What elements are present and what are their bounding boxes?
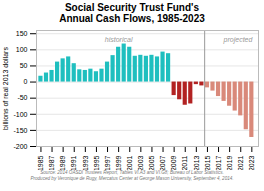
svg-text:projected: projected	[223, 36, 254, 44]
svg-text:1987: 1987	[48, 155, 55, 170]
svg-text:1991: 1991	[70, 155, 77, 170]
svg-text:2001: 2001	[126, 155, 133, 170]
svg-text:2009: 2009	[170, 155, 177, 170]
svg-text:50: 50	[20, 62, 28, 69]
svg-text:2011: 2011	[181, 155, 188, 170]
svg-text:1993: 1993	[82, 155, 89, 170]
svg-text:2003: 2003	[137, 155, 144, 170]
svg-text:historical: historical	[105, 36, 133, 43]
svg-text:2007: 2007	[159, 155, 166, 170]
svg-text:1995: 1995	[93, 155, 100, 170]
svg-text:1997: 1997	[104, 155, 111, 170]
svg-text:2005: 2005	[148, 155, 155, 170]
svg-text:-100: -100	[13, 111, 27, 118]
svg-text:100: 100	[16, 46, 28, 53]
svg-text:0: 0	[24, 78, 28, 85]
svg-text:billions of real 2013 dollars: billions of real 2013 dollars	[2, 47, 9, 130]
svg-text:2017: 2017	[215, 155, 222, 170]
svg-text:2013: 2013	[193, 155, 200, 170]
svg-text:2021: 2021	[237, 155, 244, 170]
html-text:Source: 2014 OASDI Trustees Re: Source: 2014 OASDI Trustees Report, Tabl…	[30, 170, 234, 181]
svg-text:2023: 2023	[248, 155, 255, 170]
svg-text:-50: -50	[17, 94, 27, 101]
html-text:Social Security Trust Fund's A: Social Security Trust Fund's Annual Cash…	[59, 2, 205, 24]
svg-text:2015: 2015	[204, 155, 211, 170]
svg-text:-200: -200	[13, 143, 27, 150]
svg-text:1989: 1989	[59, 155, 66, 170]
svg-text:150: 150	[16, 30, 28, 37]
svg-text:-150: -150	[13, 127, 27, 134]
svg-text:2019: 2019	[226, 155, 233, 170]
svg-text:1985: 1985	[37, 155, 44, 170]
svg-text:1999: 1999	[115, 155, 122, 170]
